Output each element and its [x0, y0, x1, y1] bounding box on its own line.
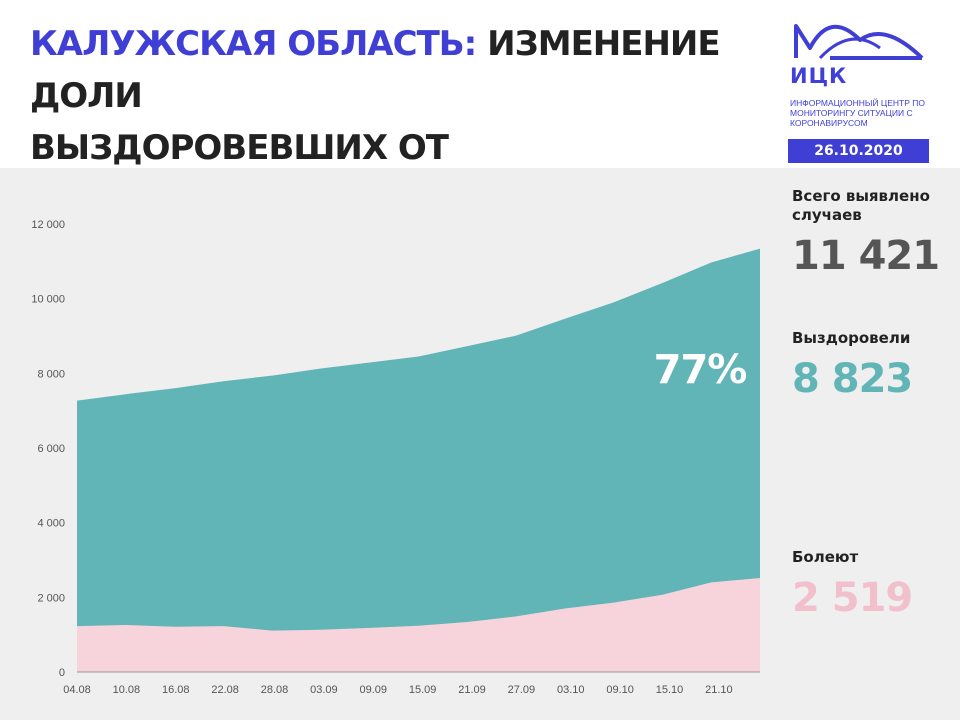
x-tick-label: 15.10: [656, 684, 684, 696]
sick-area: [77, 578, 760, 672]
y-tick-label: 8 000: [37, 368, 65, 380]
y-tick-label: 2 000: [37, 592, 65, 604]
title-region: КАЛУЖСКАЯ ОБЛАСТЬ:: [30, 24, 477, 64]
x-tick-label: 03.10: [557, 684, 585, 696]
y-tick-label: 6 000: [37, 443, 65, 455]
x-tick-label: 21.09: [458, 684, 486, 696]
sick-label: Болеют: [792, 548, 859, 566]
sick-block: Болеют 2 519: [792, 548, 942, 621]
total-block: Всего выявлено случаев 11 421: [792, 187, 942, 279]
x-tick-label: 10.08: [113, 684, 141, 696]
y-tick-label: 12 000: [31, 219, 65, 231]
x-tick-label: 28.08: [261, 684, 289, 696]
recovered-value: 8 823: [792, 356, 913, 402]
total-label: Всего выявлено случаев: [792, 187, 930, 224]
logo-subtitle: ИНФОРМАЦИОННЫЙ ЦЕНТР ПО МОНИТОРИНГУ СИТУ…: [790, 98, 925, 128]
x-tick-label: 03.09: [310, 684, 338, 696]
x-tick-label: 09.10: [606, 684, 634, 696]
recovered-label: Выздоровели: [792, 329, 911, 347]
x-tick-label: 21.10: [705, 684, 733, 696]
date-badge: 26.10.2020: [788, 139, 929, 163]
x-tick-label: 16.08: [162, 684, 190, 696]
recovered-block: Выздоровели 8 823: [792, 329, 942, 402]
y-tick-label: 10 000: [31, 294, 65, 306]
recovered-percent-label: 77%: [654, 347, 747, 393]
x-tick-label: 22.08: [211, 684, 239, 696]
x-tick-label: 27.09: [508, 684, 536, 696]
logo-name: ИЦК: [790, 64, 848, 88]
x-tick-label: 09.09: [359, 684, 387, 696]
recovered-area: [77, 248, 760, 672]
total-value: 11 421: [792, 233, 940, 279]
x-tick-label: 04.08: [63, 684, 91, 696]
sick-value: 2 519: [792, 575, 913, 621]
header: КАЛУЖСКАЯ ОБЛАСТЬ: ИЗМЕНЕНИЕ ДОЛИ ВЫЗДОР…: [0, 0, 960, 220]
logo-mark-icon: [794, 24, 924, 60]
y-axis: 0 2 000 4 000 6 000 8 000 10 000 12 000: [31, 219, 65, 679]
y-tick-label: 4 000: [37, 518, 65, 530]
area-chart: 0 2 000 4 000 6 000 8 000 10 000 12 000 04.08 1…: [31, 219, 760, 696]
x-axis: 04.08 10.08 16.08 22.08 28.08 03.09 09.09 15.09…: [63, 684, 732, 696]
logo: ИЦК ИНФОРМАЦИОННЫЙ ЦЕНТР ПО МОНИТОРИНГУ …: [790, 18, 940, 138]
x-tick-label: 15.09: [409, 684, 437, 696]
title-line1-rest: ИЗМЕНЕНИЕ ДОЛИ: [30, 24, 721, 116]
y-tick-label: 0: [59, 667, 65, 679]
